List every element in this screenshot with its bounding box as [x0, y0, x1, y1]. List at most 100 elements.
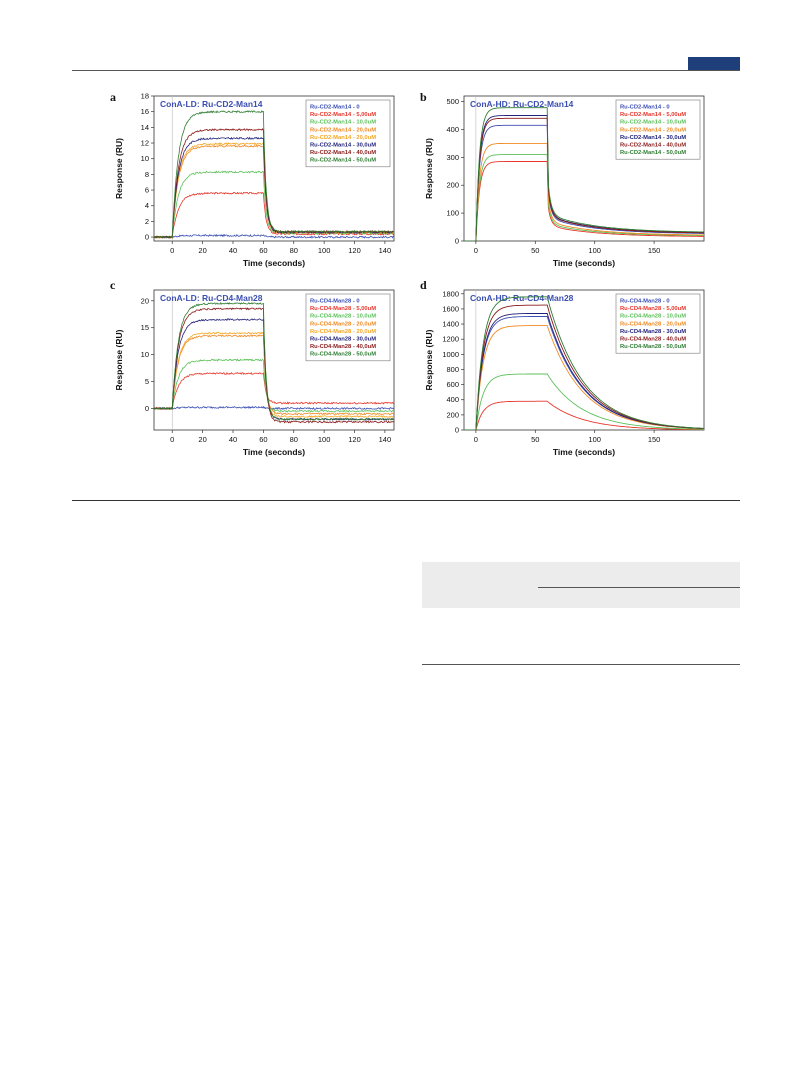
x-tick-label: 40 [229, 246, 237, 255]
y-tick-label: 600 [446, 380, 459, 389]
x-axis-label: Time (seconds) [553, 447, 615, 457]
legend-box [615, 99, 701, 160]
legend-entry-3: Ru-CD4-Man28 - 10,0uM [310, 314, 376, 320]
panel-label-a: a [110, 90, 116, 104]
y-tick-label: 500 [446, 97, 459, 106]
series-line-6 [464, 117, 704, 241]
series-line-8 [154, 110, 394, 239]
y-tick-label: 16 [141, 107, 149, 116]
legend-entry-2: Ru-CD4-Man28 - 5,00uM [310, 306, 376, 312]
legend-entry-4: Ru-CD2-Man14 - 20,0uM [620, 127, 686, 133]
journal-color-block [688, 57, 740, 70]
legend-box [305, 99, 391, 168]
x-tick-label: 0 [170, 435, 174, 444]
panel-label-d: d [420, 278, 427, 292]
legend-entry-6: Ru-CD4-Man28 - 30,0uM [310, 337, 376, 343]
y-tick-label: 1000 [442, 350, 459, 359]
y-axis-label: Response (RU) [424, 138, 434, 199]
series-line-5 [154, 331, 394, 419]
chart-title: ConA-HD: Ru-CD4-Man28 [470, 293, 574, 303]
x-tick-label: 40 [229, 435, 237, 444]
y-tick-label: 300 [446, 153, 459, 162]
legend-entry-2: Ru-CD4-Man28 - 5,00uM [620, 306, 686, 312]
x-tick-label: 0 [474, 246, 478, 255]
series-line-1 [464, 124, 704, 241]
series-line-7 [464, 296, 704, 430]
y-tick-label: 1600 [442, 304, 459, 313]
x-tick-label: 60 [259, 435, 267, 444]
x-tick-label: 140 [379, 435, 392, 444]
y-tick-label: 20 [141, 296, 149, 305]
legend-entry-5: Ru-CD2-Man14 - 20,0uM [310, 135, 376, 141]
panel-label-c: c [110, 278, 116, 292]
x-axis-label: Time (seconds) [243, 258, 305, 268]
legend-entry-2: Ru-CD2-Man14 - 5,00uM [620, 112, 686, 118]
chart-panel-d: 0 50 100 150 0 200 400 600 800 1000 1200 1400 1600 18… [424, 289, 705, 457]
y-tick-label: 0 [145, 233, 149, 242]
y-tick-label: 12 [141, 139, 149, 148]
y-tick-label: 0 [145, 404, 149, 413]
x-tick-label: 50 [531, 246, 539, 255]
legend-entry-1: Ru-CD4-Man28 - 0 [620, 299, 670, 305]
legend-box [305, 293, 391, 362]
y-tick-label: 18 [141, 92, 149, 101]
x-axis-label: Time (seconds) [243, 447, 305, 457]
table-header-rule [538, 587, 740, 588]
y-tick-label: 200 [446, 410, 459, 419]
legend-box [615, 293, 701, 354]
legend-entry-7: Ru-CD4-Man28 - 40,0uM [310, 344, 376, 350]
chart-panel-c: 0 20 40 60 80 100 120 140 0 5 10 15 20 Time (seconds)… [114, 289, 395, 457]
x-tick-label: 50 [531, 435, 539, 444]
chart-panel-b: 0 50 100 150 0 100 200 300 400 500 Time (seconds) R… [424, 95, 705, 268]
x-tick-label: 150 [648, 246, 661, 255]
legend-entry-5: Ru-CD4-Man28 - 30,0uM [620, 329, 686, 335]
legend-entry-6: Ru-CD4-Man28 - 40,0uM [620, 337, 686, 343]
series-group [464, 296, 704, 430]
chart-title: ConA-LD: Ru-CD2-Man14 [160, 99, 263, 109]
legend-entry-1: Ru-CD2-Man14 - 0 [310, 105, 360, 111]
legend-entry-7: Ru-CD2-Man14 - 50,0uM [620, 150, 686, 156]
series-line-1 [154, 233, 394, 239]
series-line-2 [154, 371, 394, 410]
legend-entry-3: Ru-CD2-Man14 - 10,0uM [620, 120, 686, 126]
legend-entry-3: Ru-CD2-Man14 - 10,0uM [310, 120, 376, 126]
x-tick-label: 20 [198, 246, 206, 255]
y-tick-label: 400 [446, 395, 459, 404]
y-tick-label: 1400 [442, 320, 459, 329]
y-axis-label: Response (RU) [424, 329, 434, 390]
table-bottom-rule [422, 664, 740, 665]
x-tick-label: 0 [474, 435, 478, 444]
legend-entry-5: Ru-CD2-Man14 - 30,0uM [620, 135, 686, 141]
series-line-4 [154, 334, 394, 416]
x-tick-label: 120 [348, 246, 361, 255]
x-tick-label: 80 [290, 435, 298, 444]
x-tick-label: 20 [198, 435, 206, 444]
legend-entry-3: Ru-CD4-Man28 - 10,0uM [620, 314, 686, 320]
y-tick-label: 5 [145, 377, 149, 386]
chart-title: ConA-LD: Ru-CD4-Man28 [160, 293, 263, 303]
legend-entry-4: Ru-CD4-Man28 - 20,0uM [310, 321, 376, 327]
series-group [464, 107, 704, 241]
series-line-7 [154, 307, 394, 424]
legend-entry-4: Ru-CD2-Man14 - 20,0uM [310, 127, 376, 133]
header-rule [72, 70, 740, 71]
y-tick-label: 10 [141, 154, 149, 163]
series-line-1 [154, 405, 394, 411]
series-line-8 [154, 301, 394, 421]
y-tick-label: 400 [446, 125, 459, 134]
y-tick-label: 15 [141, 323, 149, 332]
legend-entry-7: Ru-CD2-Man14 - 40,0uM [310, 150, 376, 156]
legend-entry-1: Ru-CD4-Man28 - 0 [310, 299, 360, 305]
y-tick-label: 8 [145, 170, 149, 179]
series-line-4 [464, 142, 704, 241]
section-divider [72, 500, 740, 501]
legend-entry-6: Ru-CD2-Man14 - 30,0uM [310, 143, 376, 149]
x-axis-label: Time (seconds) [553, 258, 615, 268]
series-line-7 [464, 107, 704, 241]
y-tick-label: 100 [446, 209, 459, 218]
y-tick-label: 4 [145, 201, 149, 210]
series-line-2 [464, 161, 704, 241]
x-tick-label: 80 [290, 246, 298, 255]
x-tick-label: 100 [318, 246, 331, 255]
x-tick-label: 100 [318, 435, 331, 444]
